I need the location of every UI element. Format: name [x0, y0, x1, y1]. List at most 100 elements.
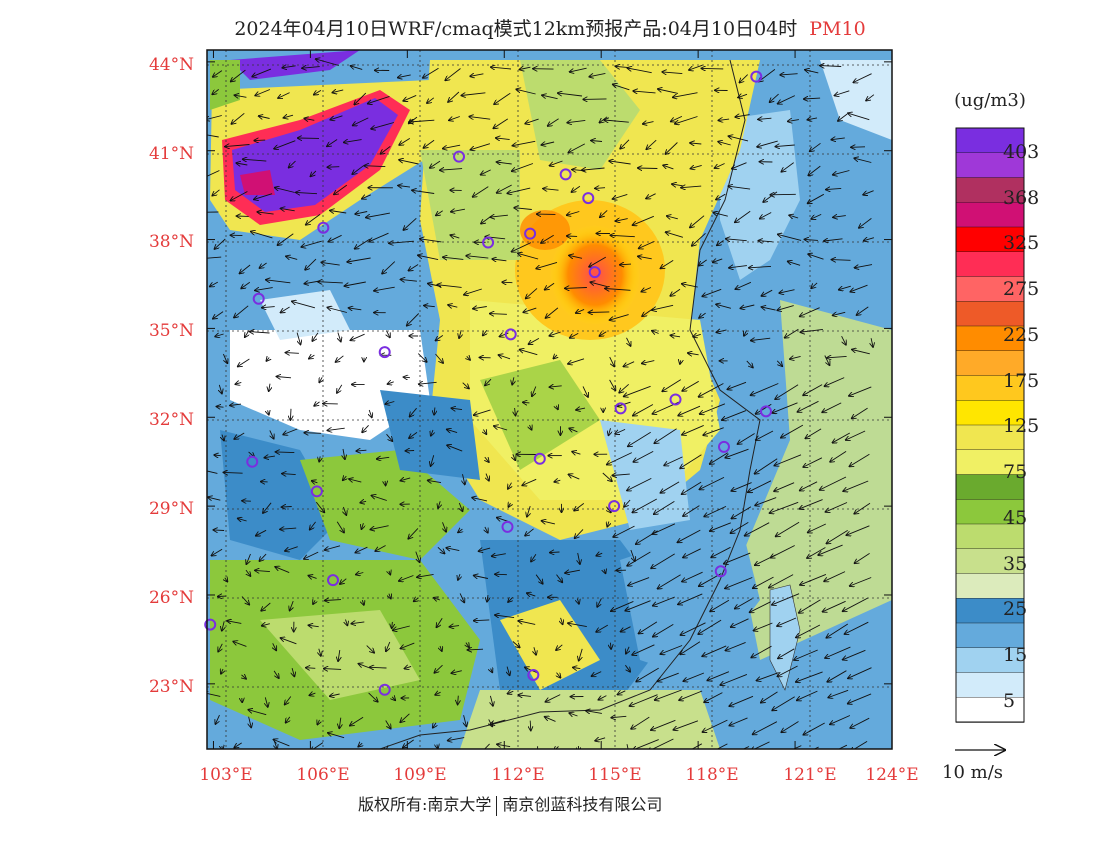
wind-vector — [678, 405, 701, 415]
wind-vector — [613, 84, 630, 91]
wind-vector — [718, 142, 731, 146]
wind-vector — [399, 575, 414, 582]
wind-vector — [235, 382, 242, 384]
wind-vector — [514, 208, 532, 210]
wind-vector — [661, 481, 680, 493]
wind-vector — [490, 314, 507, 315]
wind-vector — [702, 288, 722, 296]
wind-vector — [345, 281, 366, 286]
wind-vector — [731, 482, 752, 491]
wind-vector — [497, 184, 512, 193]
wind-vector — [495, 615, 515, 618]
wind-vector — [693, 334, 701, 337]
wind-vector — [385, 481, 386, 486]
pollutant-label: PM10 — [809, 18, 866, 40]
wind-vector — [682, 481, 702, 494]
wind-vector — [485, 457, 489, 462]
wind-vector — [545, 282, 555, 290]
wind-vector — [542, 95, 558, 100]
wind-vector — [474, 620, 490, 621]
wind-vector — [262, 307, 275, 308]
wind-vector — [536, 261, 558, 268]
wind-vector — [437, 546, 445, 553]
wind-vector — [569, 713, 578, 716]
wind-vector — [324, 669, 342, 670]
wind-vector — [433, 723, 436, 728]
wind-vector — [512, 242, 532, 252]
wind-vector — [483, 430, 486, 435]
wind-vector — [595, 738, 606, 741]
wind-vector — [446, 548, 460, 551]
wind-vector — [399, 138, 411, 145]
wind-vector — [507, 666, 510, 676]
wind-vector — [268, 410, 269, 414]
wind-vector — [719, 119, 730, 120]
wind-vector — [681, 186, 702, 188]
wind-vector — [494, 92, 511, 104]
wind-vector — [664, 456, 683, 466]
wind-vector — [761, 691, 778, 703]
lat-label: 35°N — [148, 321, 194, 341]
wind-vector — [470, 74, 484, 77]
wind-vector — [546, 694, 561, 702]
wind-vector — [657, 672, 679, 681]
wind-vector — [572, 452, 581, 455]
wind-vector — [850, 577, 872, 587]
city-station-marker — [246, 455, 259, 468]
wind-vector — [654, 501, 675, 514]
colorbar-swatch — [955, 449, 1025, 476]
wind-vector — [871, 338, 873, 347]
wind-vector — [778, 648, 795, 659]
wind-vector — [315, 501, 324, 512]
wind-vector — [458, 529, 462, 532]
wind-vector — [248, 710, 267, 716]
wind-vector — [355, 238, 371, 249]
wind-vector — [356, 573, 364, 575]
wind-vector — [778, 234, 802, 241]
wind-vector — [632, 644, 655, 655]
wind-vector — [450, 235, 460, 238]
wind-vector — [792, 745, 802, 749]
wind-vector — [314, 402, 320, 406]
wind-vector — [212, 548, 223, 555]
wind-vector — [651, 553, 675, 568]
wind-vector — [435, 692, 441, 695]
wind-vector — [852, 350, 870, 355]
wind-vector — [274, 740, 290, 747]
wind-vector — [636, 667, 659, 681]
wind-vector — [386, 641, 391, 651]
wind-vector — [219, 384, 222, 394]
wind-vector — [662, 379, 682, 392]
wind-vector — [328, 733, 345, 739]
wind-vector — [362, 600, 364, 605]
wind-vector — [843, 480, 869, 491]
wind-vector — [557, 672, 561, 678]
wind-vector — [804, 98, 821, 99]
wind-vector — [735, 115, 750, 117]
wind-vector — [339, 717, 341, 729]
wind-vector — [330, 211, 347, 214]
wind-vector — [757, 140, 778, 147]
wind-vector — [343, 476, 347, 480]
colorbar — [955, 127, 1025, 723]
colorbar-swatch — [955, 276, 1025, 302]
city-station-marker — [750, 70, 763, 83]
wind-vector — [431, 455, 434, 466]
wind-vector — [240, 264, 251, 273]
wind-vector — [434, 407, 435, 415]
wind-vector — [833, 312, 846, 315]
wind-vector — [835, 90, 850, 96]
wind-vector — [805, 239, 818, 240]
wind-vector — [370, 667, 387, 668]
wind-vector — [210, 281, 219, 286]
wind-vector — [666, 232, 684, 238]
wind-vector — [549, 331, 561, 336]
wind-vector — [314, 90, 322, 94]
colorbar-swatch — [955, 226, 1025, 253]
wind-vector — [469, 117, 491, 120]
wind-vector — [630, 549, 635, 561]
wind-vector — [731, 618, 749, 627]
wind-vector — [277, 377, 292, 378]
wind-vector — [473, 307, 487, 309]
wind-vector — [355, 546, 368, 552]
